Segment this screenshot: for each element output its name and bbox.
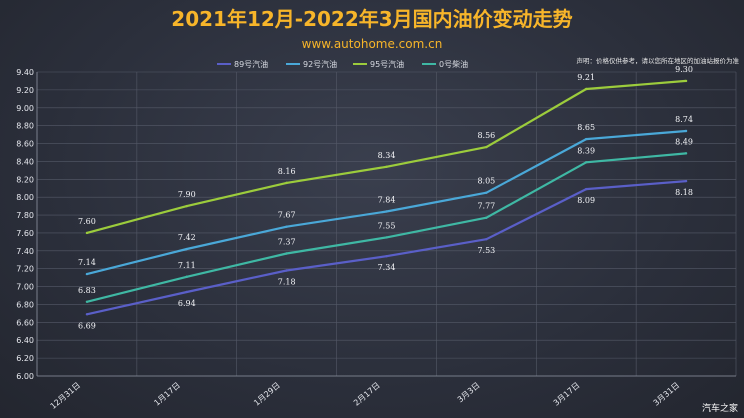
data-label: 7.18 [278,277,296,286]
y-tick-label: 7.80 [16,211,34,220]
legend-item: 89号汽油 [234,59,268,69]
data-point [684,179,688,183]
data-point [585,187,588,191]
data-label: 8.34 [378,151,396,160]
data-label: 7.42 [178,233,196,242]
legend-item: 95号汽油 [370,59,404,69]
data-label: 7.11 [178,261,196,270]
data-label: 7.77 [477,202,495,211]
x-tick-label: 2月17日 [352,381,382,408]
data-label: 8.74 [675,115,693,124]
data-point [684,79,688,83]
data-point [585,137,588,141]
x-axis: 12月31日 1月17日 1月29日 2月17日 3月3日 3月17日 3月31日 [37,375,736,411]
y-tick-label: 8.20 [16,175,34,184]
data-labels: 6.69 6.94 7.18 7.34 7.53 8.09 8.18 7.14 7.42 7.67… [78,65,693,330]
data-point [385,236,388,239]
chart-title: 2021年12月-2022年3月国内油价变动走势 [171,7,572,31]
data-label: 7.53 [477,246,495,255]
data-label: 7.55 [378,221,396,230]
data-point [485,145,488,149]
y-tick-label: 7.60 [16,229,34,238]
data-point [185,275,188,278]
y-tick-label: 6.00 [16,372,34,381]
y-tick-label: 8.80 [16,122,34,131]
x-tick-label: 12月31日 [49,381,83,411]
data-label: 8.16 [278,167,296,176]
legend: 89号汽油 92号汽油 95号汽油 0号柴油 [217,59,468,69]
data-point [385,210,388,213]
data-point [85,300,89,303]
data-label: 7.67 [278,211,296,220]
y-tick-label: 6.80 [16,300,34,309]
x-tick-label: 3月31日 [652,381,682,408]
y-tick-label: 8.40 [16,157,34,166]
x-tick-label: 1月29日 [252,381,282,408]
data-label: 7.90 [178,190,196,199]
series-lines [85,79,688,316]
legend-item: 0号柴油 [439,59,468,69]
data-label: 7.60 [78,217,96,226]
data-point [485,238,488,241]
data-point [85,231,89,235]
watermark-text: 汽车之家 [702,402,738,414]
data-point [185,247,188,251]
data-point [585,161,588,164]
data-point [185,290,188,294]
chart-subtitle: www.autohome.com.cn [302,37,443,51]
disclaimer-note: 声明：价格仅供参考，请以您所在地区的加油站报价为准 [577,56,740,65]
x-tick-label: 3月3日 [456,381,482,405]
data-label: 8.56 [477,131,495,140]
x-tick-label: 3月17日 [552,381,582,408]
data-point [684,152,688,155]
data-label: 9.21 [577,73,595,82]
y-tick-label: 8.00 [16,193,34,202]
data-point [285,181,288,185]
data-label: 7.84 [378,195,396,204]
y-tick-label: 6.40 [16,336,34,345]
data-point [585,87,588,91]
x-tick-label: 1月17日 [152,381,182,408]
data-label: 7.14 [78,258,96,267]
data-label: 8.65 [577,123,595,132]
data-label: 7.37 [278,238,296,247]
y-tick-label: 9.20 [16,86,34,95]
data-label: 8.18 [675,188,693,197]
y-axis: 6.00 6.20 6.40 6.60 6.80 7.00 7.20 7.40 7.60 7.80… [16,68,38,381]
data-label: 6.94 [178,299,196,308]
data-point [485,216,488,219]
data-point [285,225,288,228]
data-label: 8.49 [675,137,693,146]
data-label: 9.30 [675,65,693,74]
data-label: 6.69 [78,321,96,330]
y-tick-label: 6.20 [16,354,34,363]
data-point [385,165,388,168]
data-label: 8.05 [477,177,495,186]
watermark: 汽车之家 [702,402,738,414]
y-tick-label: 9.40 [16,68,34,77]
y-tick-label: 9.00 [16,104,34,113]
y-tick-label: 7.20 [16,265,34,274]
data-point [684,129,688,133]
y-tick-label: 6.60 [16,318,34,327]
data-point [385,254,388,258]
data-point [85,313,89,316]
y-tick-label: 8.60 [16,140,34,149]
data-label: 7.34 [378,263,396,272]
data-label: 6.83 [78,286,96,295]
y-tick-label: 7.00 [16,283,34,292]
data-label: 8.39 [577,146,595,155]
data-label: 8.09 [577,196,595,205]
data-point [185,204,188,208]
data-point [285,252,288,255]
legend-item: 92号汽油 [303,59,337,69]
data-point [485,191,488,194]
data-point [285,269,288,272]
data-point [85,272,89,276]
y-tick-label: 7.40 [16,247,34,256]
